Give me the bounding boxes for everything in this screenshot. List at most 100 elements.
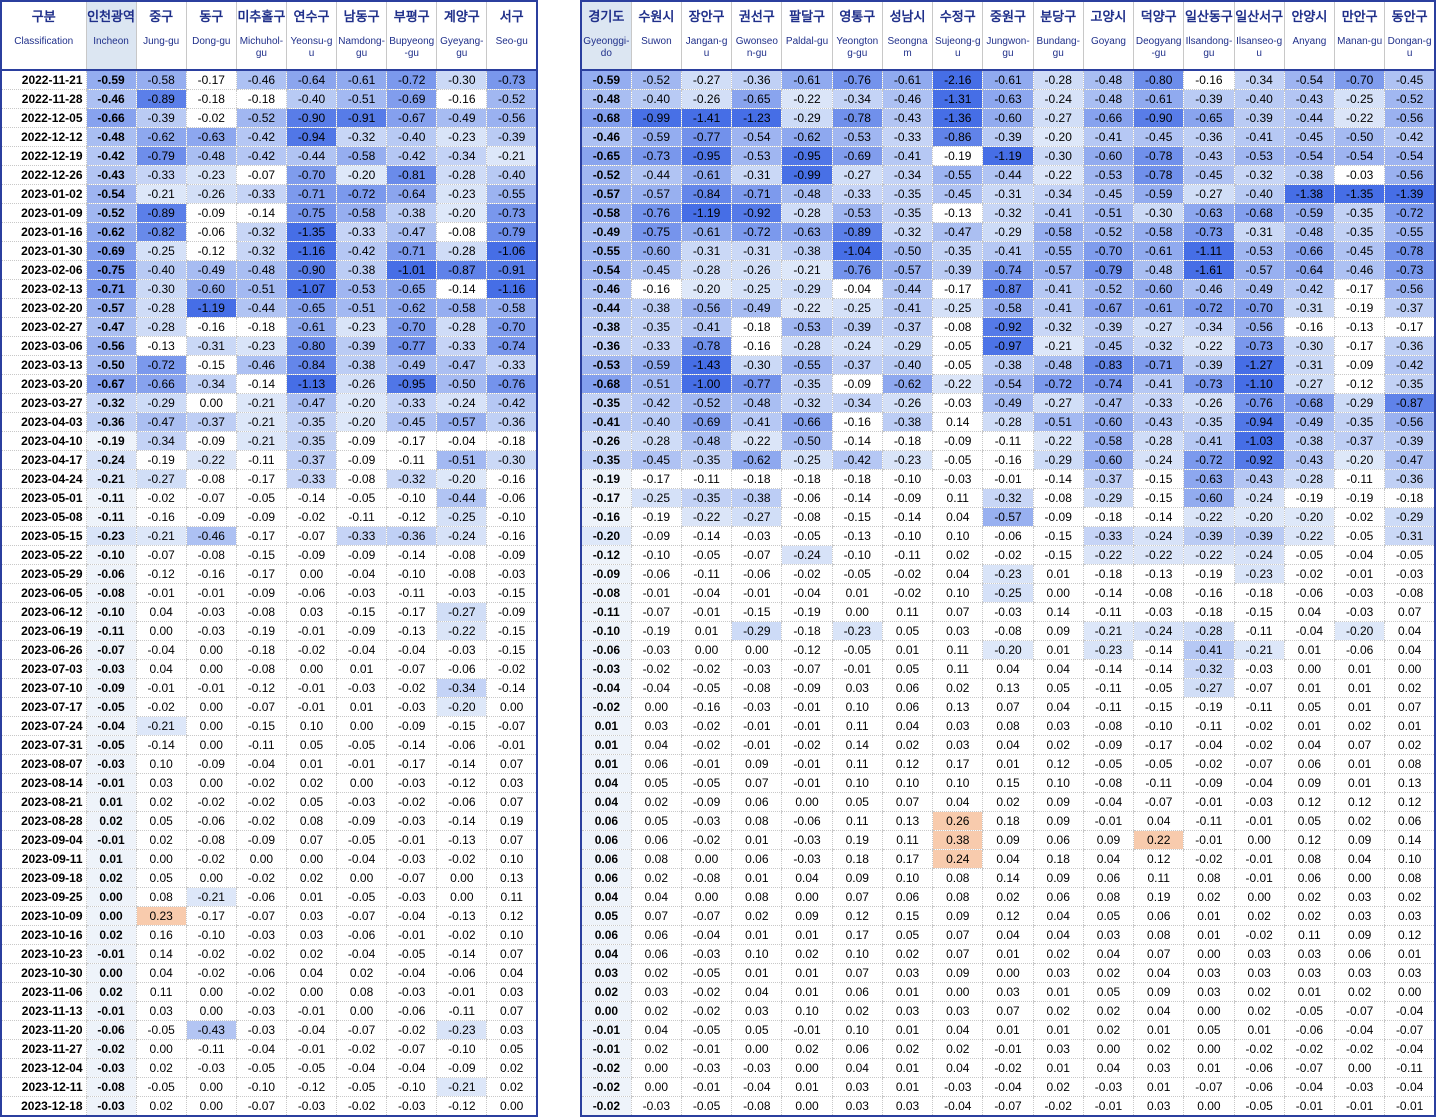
- value-cell: -0.39: [1183, 89, 1235, 109]
- value-cell: -0.01: [982, 469, 1034, 489]
- table-row: -0.17 -0.25 -0.35 -0.38 -0.06 -0.14 -0.09 0.11-…: [580, 488, 1435, 508]
- date-cell: 2023-06-05: [0, 583, 86, 603]
- value-cell: -0.76: [831, 70, 883, 90]
- value-cell: 0.00: [185, 393, 237, 413]
- value-cell: -0.17: [185, 906, 237, 926]
- value-cell: 0.08: [1384, 754, 1435, 774]
- value-cell: 0.03: [285, 906, 337, 926]
- value-cell: -0.34: [436, 678, 487, 698]
- value-cell: -0.05: [932, 355, 983, 375]
- header-korean: 연수구: [293, 9, 330, 24]
- value-cell: -0.52: [630, 70, 682, 90]
- incheon-table: 구분 Classification 인천광역 Incheon 중구 Jung-gu 동구 Do…: [0, 0, 538, 1117]
- value-cell: -0.01: [580, 1039, 632, 1059]
- table-row: 2023-01-30 -0.69 -0.25 -0.12 -0.32 -1.16 -0.42…: [0, 241, 537, 261]
- value-cell: -0.79: [486, 222, 537, 242]
- value-cell: -0.14: [831, 488, 883, 508]
- value-cell: -0.07: [235, 1096, 287, 1117]
- value-cell: -0.35: [1384, 374, 1435, 394]
- table-row: 2023-06-12 -0.10 0.04 -0.03 -0.08 0.03 -0.15 -0…: [0, 602, 537, 622]
- date-cell: 2023-11-06: [0, 982, 86, 1002]
- value-cell: -0.09: [235, 830, 287, 850]
- value-cell: 0.04: [932, 1058, 983, 1078]
- value-cell: -0.01: [85, 773, 137, 793]
- value-cell: -0.24: [85, 450, 137, 470]
- value-cell: 0.00: [185, 1096, 237, 1117]
- value-cell: -0.15: [486, 621, 537, 641]
- value-cell: -0.08: [185, 830, 237, 850]
- value-cell: -0.28: [1133, 431, 1184, 451]
- value-cell: -0.57: [982, 507, 1034, 527]
- value-cell: -0.03: [336, 583, 387, 603]
- value-cell: -0.55: [1032, 241, 1084, 261]
- value-cell: -0.47: [386, 222, 437, 242]
- value-cell: -0.37: [1384, 298, 1435, 318]
- value-cell: 0.07: [486, 944, 537, 964]
- value-cell: -0.71: [386, 241, 437, 261]
- value-cell: -0.22: [1283, 526, 1335, 546]
- value-cell: -0.01: [285, 1001, 337, 1021]
- value-cell: -0.02: [285, 640, 337, 660]
- value-cell: -0.47: [285, 393, 337, 413]
- value-cell: -0.89: [135, 89, 187, 109]
- value-cell: -0.05: [680, 545, 732, 565]
- value-cell: 0.02: [486, 1077, 537, 1097]
- value-cell: 0.05: [1032, 678, 1084, 698]
- value-cell: -0.05: [85, 697, 137, 717]
- value-cell: 0.10: [731, 944, 782, 964]
- value-cell: 0.03: [486, 1020, 537, 1040]
- value-cell: -0.08: [85, 583, 137, 603]
- value-cell: -0.47: [1384, 450, 1435, 470]
- column-header: 인천광역 Incheon: [85, 1, 137, 71]
- value-cell: -0.68: [1233, 203, 1285, 223]
- value-cell: 0.03: [1032, 1039, 1084, 1059]
- value-cell: 0.11: [932, 659, 983, 679]
- value-cell: -0.27: [831, 165, 883, 185]
- value-cell: -0.02: [1283, 1039, 1335, 1059]
- value-cell: -0.09: [932, 431, 983, 451]
- value-cell: 0.07: [831, 887, 883, 907]
- header-english: Seongnam: [887, 36, 928, 59]
- value-cell: 0.06: [630, 925, 682, 945]
- value-cell: 0.02: [135, 792, 187, 812]
- value-cell: -0.28: [1283, 469, 1335, 489]
- table-row: 2022-11-21 -0.59 -0.58 -0.17 -0.46 -0.64 -0.61…: [0, 70, 537, 90]
- table-row: 0.04 0.02 -0.09 0.06 0.00 0.05 0.07 0.04 0.02 0.0…: [580, 792, 1435, 812]
- value-cell: -0.31: [680, 241, 732, 261]
- value-cell: -0.20: [1032, 127, 1084, 147]
- value-cell: -0.46: [580, 279, 632, 299]
- value-cell: 0.05: [1183, 1020, 1235, 1040]
- value-cell: -0.14: [680, 526, 732, 546]
- header-korean: 서구: [499, 9, 524, 24]
- value-cell: -0.02: [580, 697, 632, 717]
- value-cell: 0.10: [831, 773, 883, 793]
- value-cell: -0.28: [436, 165, 487, 185]
- table-row: 2023-01-16 -0.62 -0.82 -0.06 -0.32 -1.35 -0.33…: [0, 222, 537, 242]
- value-cell: -0.78: [1384, 241, 1435, 261]
- value-cell: -0.49: [580, 222, 632, 242]
- value-cell: 0.03: [1233, 944, 1285, 964]
- value-cell: -0.03: [680, 944, 732, 964]
- value-cell: -0.02: [1233, 735, 1285, 755]
- value-cell: -0.48: [680, 431, 732, 451]
- date-cell: 2023-05-08: [0, 507, 86, 527]
- value-cell: 0.03: [1133, 1058, 1184, 1078]
- value-cell: -0.01: [1233, 868, 1285, 888]
- value-cell: -0.11: [436, 1001, 487, 1021]
- value-cell: -0.03: [336, 678, 387, 698]
- value-cell: 0.01: [731, 830, 782, 850]
- value-cell: -0.17: [386, 754, 437, 774]
- value-cell: -0.06: [731, 564, 782, 584]
- value-cell: -0.30: [135, 279, 187, 299]
- value-cell: -0.73: [1183, 222, 1235, 242]
- value-cell: -0.33: [881, 127, 933, 147]
- value-cell: -0.08: [185, 469, 237, 489]
- value-cell: -0.73: [486, 70, 537, 90]
- value-cell: -0.40: [881, 355, 933, 375]
- value-cell: 0.19: [1133, 887, 1184, 907]
- value-cell: -0.19: [1183, 564, 1235, 584]
- value-cell: -0.23: [235, 336, 287, 356]
- column-header: 연수구 Yeonsu-gu: [285, 1, 337, 71]
- value-cell: -0.55: [932, 165, 983, 185]
- table-row: 2023-11-20 -0.06 -0.05 -0.43 -0.03 -0.04 -0.07…: [0, 1020, 537, 1040]
